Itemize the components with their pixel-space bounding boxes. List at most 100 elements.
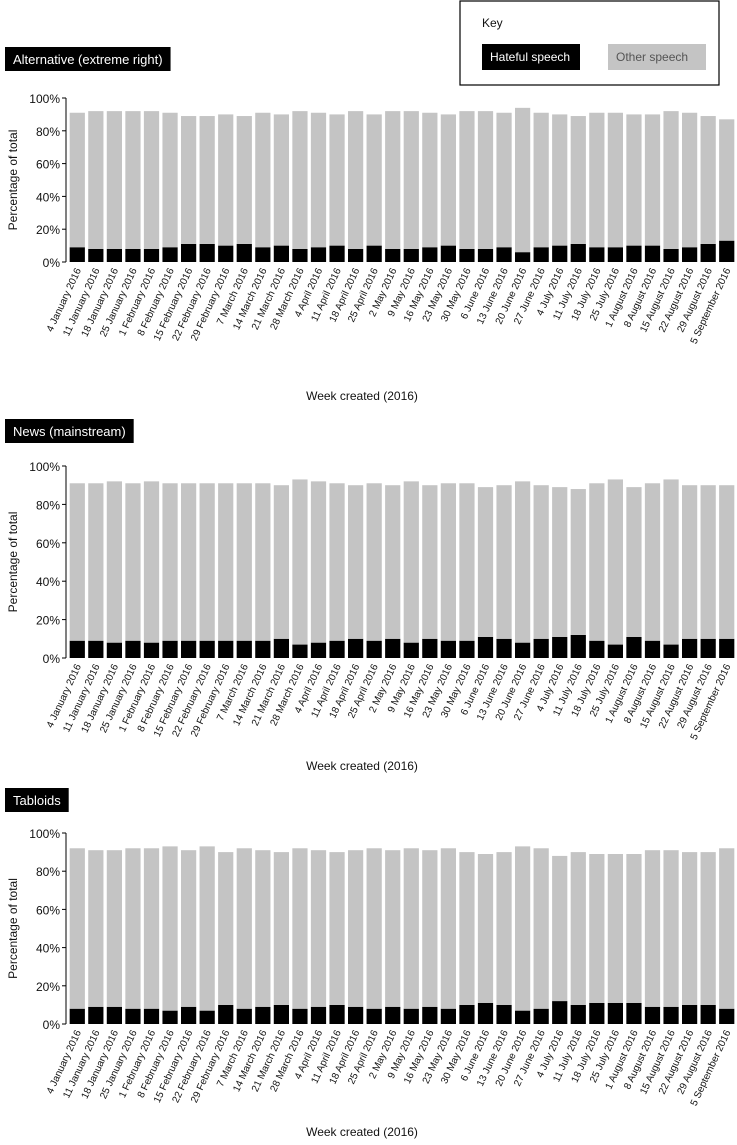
bar-segment	[403, 248, 419, 262]
bar-segment	[310, 112, 327, 248]
bar-segment	[125, 248, 141, 262]
bar-segment	[329, 852, 345, 1005]
bar-segment	[459, 248, 475, 262]
bar-segment	[663, 111, 679, 249]
bar-segment	[88, 248, 104, 262]
x-axis-label: Week created (2016)	[306, 389, 418, 403]
bar-segment	[644, 850, 661, 1007]
bar-segment	[162, 640, 178, 658]
bar-segment	[125, 111, 141, 249]
key-label: Hateful speech	[490, 50, 570, 64]
bar-segment	[533, 247, 549, 262]
bar-segment	[236, 243, 252, 262]
bar-segment	[607, 1002, 623, 1024]
bar-segment	[310, 642, 327, 658]
bar-segment	[385, 638, 401, 658]
bar-segment	[440, 483, 456, 641]
bar-segment	[403, 642, 419, 658]
bar-segment	[366, 483, 382, 641]
bar-segment	[496, 852, 512, 1005]
y-tick-label: 80%	[36, 125, 60, 139]
bar-segment	[459, 111, 475, 249]
bar-segment	[292, 111, 308, 249]
bar-segment	[719, 638, 735, 658]
bar-segment	[682, 638, 698, 658]
bar-segment	[607, 247, 623, 262]
bar-segment	[440, 640, 456, 658]
bar-segment	[88, 483, 104, 641]
y-tick-label: 60%	[36, 158, 60, 172]
bar-segment	[143, 481, 160, 643]
bar-segment	[329, 640, 345, 658]
y-tick-label: 80%	[36, 498, 60, 512]
bar-segment	[644, 114, 661, 246]
bar-segment	[422, 112, 438, 248]
y-tick-label: 0%	[43, 1018, 61, 1032]
bar-segment	[88, 850, 104, 1007]
bar-segment	[385, 485, 401, 639]
bar-segment	[626, 487, 642, 637]
bar-segment	[385, 111, 401, 249]
bar-segment	[644, 640, 661, 658]
bar-segment	[236, 640, 252, 658]
bar-segment	[607, 854, 623, 1003]
bar-segment	[607, 112, 623, 248]
bar-segment	[570, 116, 586, 244]
bar-segment	[589, 247, 605, 262]
y-tick-label: 60%	[36, 537, 60, 551]
bar-segment	[663, 479, 679, 645]
bar-segment	[292, 248, 308, 262]
bar-segment	[236, 483, 252, 641]
bar-segment	[348, 638, 364, 658]
bar-segment	[570, 634, 586, 658]
bar-segment	[644, 483, 661, 641]
bar-segment	[366, 114, 382, 246]
bar-segment	[366, 640, 382, 658]
bar-segment	[310, 850, 327, 1007]
chart-title-box	[5, 788, 69, 812]
bar-segment	[69, 640, 85, 658]
bar-segment	[533, 848, 549, 1009]
bar-segment	[663, 248, 679, 262]
key-label: Other speech	[616, 50, 688, 64]
key-title: Key	[482, 16, 503, 30]
bar-segment	[366, 1008, 382, 1024]
bar-segment	[88, 640, 104, 658]
bar-segment	[181, 640, 197, 658]
bar-segment	[125, 483, 141, 641]
bar-segment	[199, 640, 215, 658]
bar-segment	[255, 640, 271, 658]
bar-segment	[700, 1004, 716, 1024]
bar-segment	[589, 1002, 605, 1024]
bar-segment	[310, 481, 327, 643]
bar-segment	[162, 1010, 178, 1024]
bar-segment	[143, 248, 160, 262]
bar-segment	[552, 487, 568, 637]
y-tick-label: 0%	[43, 256, 61, 270]
bar-segment	[273, 114, 289, 246]
y-axis-label: Percentage of total	[6, 878, 20, 979]
bar-segment	[533, 1008, 549, 1024]
bar-segment	[459, 640, 475, 658]
bar-segment	[143, 848, 160, 1009]
bar-segment	[181, 116, 197, 244]
bar-segment	[218, 114, 234, 246]
bar-segment	[69, 848, 85, 1009]
bar-segment	[477, 111, 494, 249]
bar-segment	[403, 111, 419, 249]
bar-segment	[385, 1006, 401, 1024]
bar-segment	[199, 116, 215, 244]
bar-segment	[348, 248, 364, 262]
bar-segment	[700, 852, 716, 1005]
bar-segment	[255, 1006, 271, 1024]
bar-segment	[273, 1004, 289, 1024]
bar-segment	[515, 1010, 531, 1024]
bar-segment	[533, 112, 549, 248]
bar-segment	[143, 1008, 160, 1024]
y-tick-label: 20%	[36, 614, 60, 628]
bar-segment	[69, 112, 85, 248]
bar-segment	[626, 114, 642, 246]
bar-segment	[199, 846, 215, 1011]
bar-segment	[125, 640, 141, 658]
bar-segment	[162, 846, 178, 1011]
